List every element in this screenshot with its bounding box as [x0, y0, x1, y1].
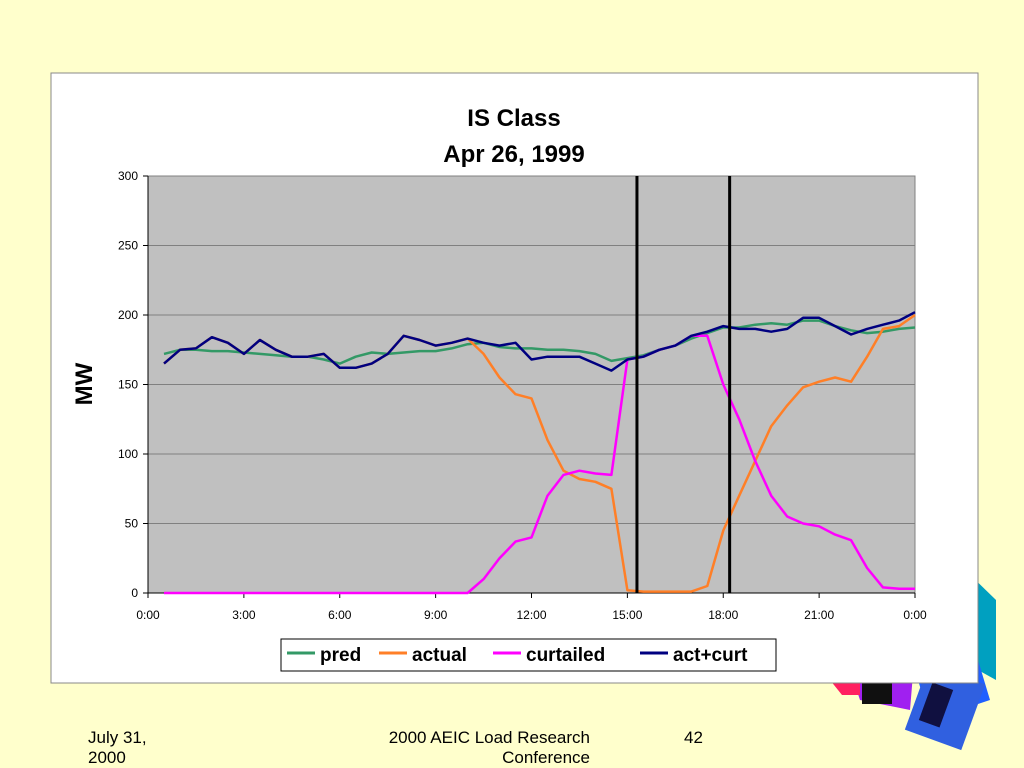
x-tick-label: 12:00 [516, 608, 546, 622]
y-tick-label: 200 [118, 308, 138, 322]
y-tick-label: 300 [118, 169, 138, 183]
y-tick-label: 0 [131, 586, 138, 600]
series-line [163, 311, 916, 372]
y-tick-label: 250 [118, 239, 138, 253]
y-tick-label: 50 [125, 517, 139, 531]
y-tick-label: 150 [118, 378, 138, 392]
chart-title: IS Class [467, 105, 560, 132]
legend: pred actual curtailed act+curt [280, 638, 777, 672]
x-tick-label: 18:00 [708, 608, 738, 622]
y-axis-label: MW [71, 362, 98, 405]
x-tick-label: 3:00 [232, 608, 256, 622]
legend-label: actual [412, 645, 467, 666]
grid: 0 50 100 150 200 250 300 0:00 3:00 6:00 9:00 12:00 1… [118, 169, 927, 622]
lines [163, 176, 916, 595]
legend-label: curtailed [526, 645, 605, 666]
x-tick-label: 9:00 [424, 608, 448, 622]
footer-event: 2000 AEIC Load Research Conference [388, 728, 590, 767]
chart-subtitle: Apr 26, 1999 [443, 141, 584, 168]
legend-label: pred [320, 645, 361, 666]
x-tick-label: 15:00 [612, 608, 642, 622]
x-tick-label: 21:00 [804, 608, 834, 622]
series-line [164, 334, 915, 595]
legend-label: act+curt [673, 645, 748, 666]
footer-page: 42 [684, 728, 703, 747]
x-tick-label: 6:00 [328, 608, 352, 622]
legend-box [280, 638, 777, 672]
footer-date: July 31, 2000 [88, 728, 147, 767]
y-tick-label: 100 [118, 447, 138, 461]
x-tick-label: 0:00 [136, 608, 160, 622]
x-tick-label: 0:00 [903, 608, 927, 622]
